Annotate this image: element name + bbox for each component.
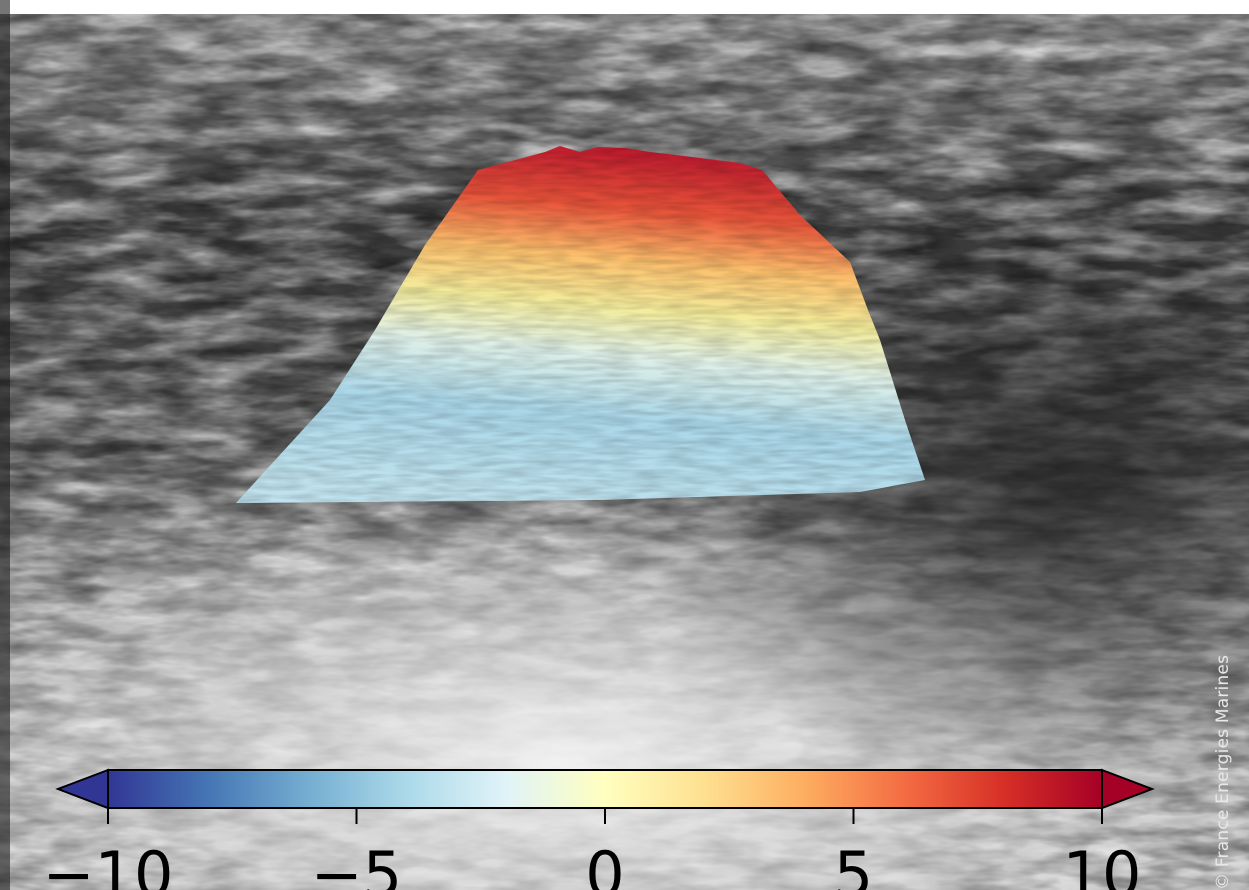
colorbar: −10 −5 0 5 10: [43, 768, 1155, 890]
colorbar-tick-label: −10: [43, 838, 174, 890]
colorbar-tick-label: 10: [1063, 838, 1142, 890]
colorbar-low-extension: [55, 768, 109, 810]
colorbar-ticks: −10 −5 0 5 10: [43, 808, 1142, 890]
colorbar-tick-label: −5: [311, 838, 402, 890]
colorbar-tick-label: 5: [834, 838, 873, 890]
colorbar-high-extension: [1101, 768, 1155, 810]
colorbar-body: [107, 769, 1103, 809]
colorbar-tick-label: 0: [585, 838, 624, 890]
copyright-credit: © France Energies Marines: [1213, 654, 1233, 890]
